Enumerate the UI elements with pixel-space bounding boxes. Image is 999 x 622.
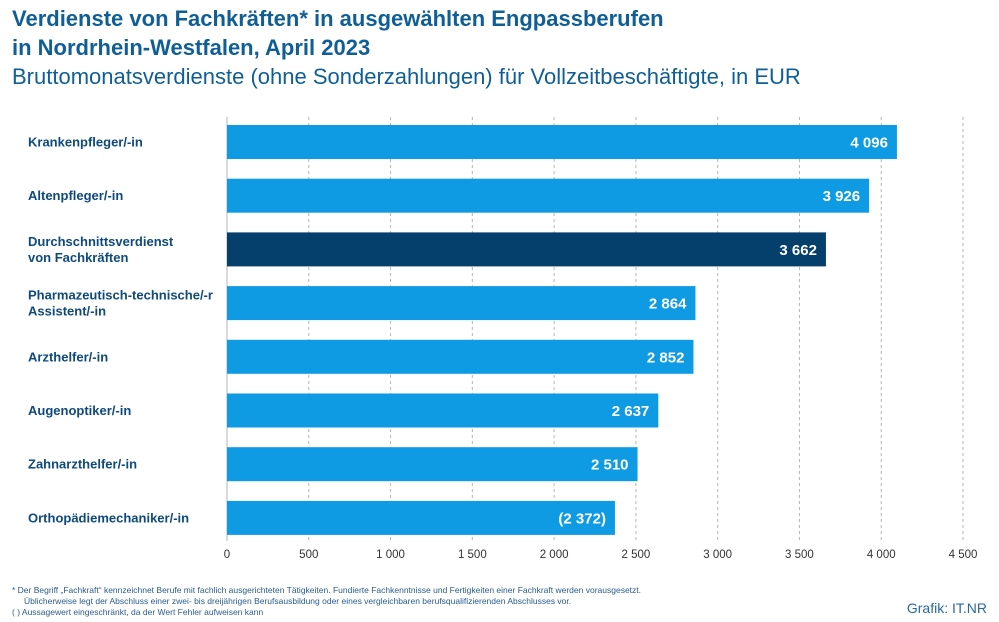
data-label: 3 662 <box>779 242 817 259</box>
bar <box>227 339 694 374</box>
category-label: Zahnarzthelfer/-in <box>28 457 137 472</box>
category-label: von Fachkräften <box>28 250 128 265</box>
data-label: 2 864 <box>649 296 687 313</box>
category-labels: Krankenpfleger/-in Altenpfleger/-in Durchs… <box>28 135 213 526</box>
footnote-definition-cont: Üblicherweise legt der Abschluss einer z… <box>24 596 572 606</box>
bars: 4 096 3 926 3 662 2 864 2 852 2 637 2 510 (2 37… <box>227 125 897 535</box>
source-credit: Grafik: IT.NR <box>906 600 987 616</box>
category-label: Augenoptiker/-in <box>28 403 131 418</box>
bar <box>227 232 826 267</box>
x-tick-label: 3 500 <box>785 549 814 561</box>
x-tick-label: 1 000 <box>376 549 405 561</box>
x-tick-label: 3 000 <box>703 549 732 561</box>
bar <box>227 125 897 159</box>
chart-subtitle: Bruttomonatsverdienste (ohne Sonderzahlu… <box>12 64 801 89</box>
chart-title-line2: in Nordrhein-Westfalen, April 2023 <box>12 35 371 60</box>
x-tick-label: 0 <box>224 549 230 561</box>
x-tick-label: 4 000 <box>867 549 896 561</box>
x-tick-label: 2 500 <box>621 549 650 561</box>
data-label: 3 926 <box>823 188 861 205</box>
category-label: Durchschnittsverdienst <box>28 234 174 249</box>
bar <box>227 178 870 213</box>
category-label: Pharmazeutisch-technische/-r <box>28 288 213 303</box>
x-tick-label: 4 500 <box>949 549 978 561</box>
category-label: Krankenpfleger/-in <box>28 135 143 150</box>
x-tick-label: 500 <box>299 549 318 561</box>
footnote-definition: * Der Begriff „Fachkraft“ kennzeichnet B… <box>12 585 642 595</box>
bar <box>227 500 615 535</box>
x-tick-label: 1 500 <box>458 549 487 561</box>
footnote-parentheses: ( ) Aussagewert eingeschränkt, da der We… <box>12 607 264 617</box>
bar <box>227 447 638 482</box>
x-axis-ticks: 0 500 1 000 1 500 2 000 2 500 3 000 3 500 4 000 4… <box>224 549 978 561</box>
chart-title-line1: Verdienste von Fachkräften* in ausgewähl… <box>12 6 664 31</box>
category-label: Arzthelfer/-in <box>28 349 108 364</box>
data-label: 2 852 <box>647 349 685 366</box>
category-label: Orthopädiemechaniker/-in <box>28 510 189 525</box>
bar <box>227 286 696 321</box>
bar <box>227 393 659 428</box>
x-tick-label: 2 000 <box>540 549 569 561</box>
category-label: Altenpfleger/-in <box>28 188 123 203</box>
data-label: 4 096 <box>850 135 888 152</box>
data-label: (2 372) <box>558 510 606 527</box>
data-label: 2 637 <box>612 403 650 420</box>
bar-chart: 4 096 3 926 3 662 2 864 2 852 2 637 2 510 (2 37… <box>28 117 978 561</box>
data-label: 2 510 <box>591 457 629 474</box>
category-label: Assistent/-in <box>28 304 106 319</box>
